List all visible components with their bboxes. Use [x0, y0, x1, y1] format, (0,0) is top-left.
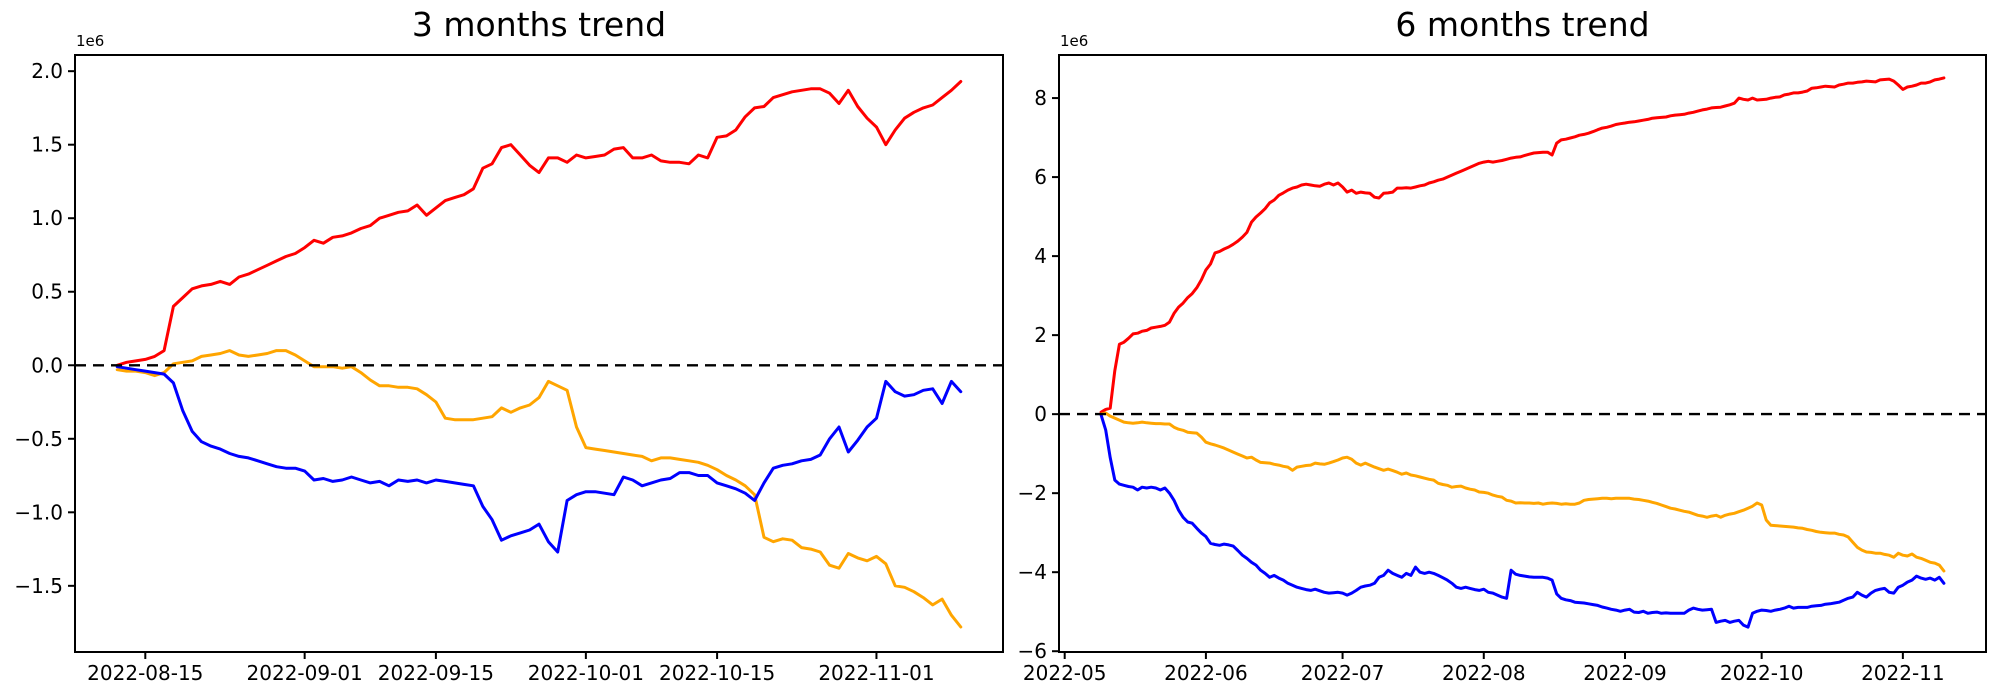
- y-tick-label: −6: [1018, 639, 1047, 663]
- chart-title: 3 months trend: [412, 5, 666, 44]
- orange-line: [1099, 411, 1946, 573]
- x-tick-label: 2022-05: [1023, 661, 1107, 685]
- x-tick-label: 2022-09-01: [247, 661, 363, 685]
- x-tick-label: 2022-11: [1861, 661, 1945, 685]
- x-tick-label: 2022-06: [1164, 661, 1248, 685]
- red-line: [1099, 76, 1946, 414]
- y-tick-label: 8: [1034, 86, 1047, 110]
- x-tick-label: 2022-07: [1301, 661, 1385, 685]
- y-tick-label: 0: [1034, 402, 1047, 426]
- y-tick-label: −1.5: [14, 574, 63, 598]
- orange-line: [115, 349, 963, 629]
- x-tick-label: 2022-11-01: [818, 661, 934, 685]
- x-tick-label: 2022-10-15: [659, 661, 775, 685]
- y-tick-label: 0.0: [31, 353, 63, 377]
- y-tick-label: 1.5: [31, 133, 63, 157]
- y-tick-label: −4: [1018, 560, 1047, 584]
- plot-frame: [74, 54, 1004, 653]
- x-tick-label: 2022-09: [1583, 661, 1667, 685]
- blue-line: [1099, 413, 1946, 629]
- y-tick-label: −0.5: [14, 427, 63, 451]
- x-tick-label: 2022-10-01: [528, 661, 644, 685]
- y-tick-label: 0.5: [31, 280, 63, 304]
- y-tick-label: 2.0: [31, 59, 63, 83]
- y-tick-label: −1.0: [14, 500, 63, 524]
- x-tick-label: 2022-08-15: [87, 661, 203, 685]
- x-tick-label: 2022-08: [1442, 661, 1526, 685]
- plot-frame: [1058, 54, 1987, 653]
- y-tick-label: −2: [1018, 481, 1047, 505]
- y-tick-label: 1.0: [31, 206, 63, 230]
- y-axis-offset-label: 1e6: [1060, 32, 1088, 50]
- y-tick-label: 2: [1034, 323, 1047, 347]
- y-axis-offset-label: 1e6: [76, 32, 104, 50]
- y-tick-label: 6: [1034, 165, 1047, 189]
- x-tick-label: 2022-10: [1720, 661, 1804, 685]
- blue-line: [115, 365, 963, 554]
- chart-title: 6 months trend: [1395, 5, 1649, 44]
- red-line: [115, 80, 963, 367]
- y-tick-label: 4: [1034, 244, 1047, 268]
- x-tick-label: 2022-09-15: [378, 661, 494, 685]
